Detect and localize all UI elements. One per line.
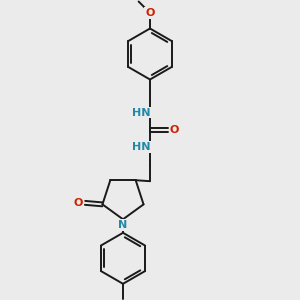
Text: O: O xyxy=(145,8,155,18)
Text: O: O xyxy=(74,198,83,208)
Text: HN: HN xyxy=(132,107,151,118)
Text: O: O xyxy=(170,125,179,135)
Text: HN: HN xyxy=(132,142,151,152)
Text: N: N xyxy=(118,220,127,230)
